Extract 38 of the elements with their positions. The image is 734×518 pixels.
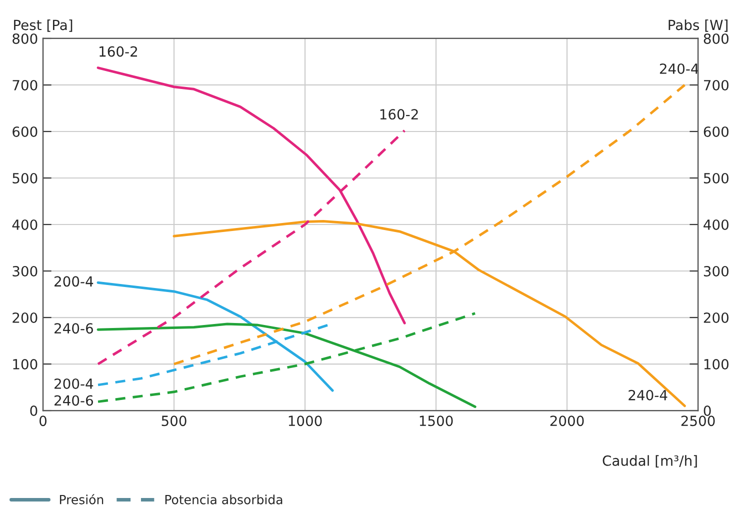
x-tick-label: 500 xyxy=(162,416,186,426)
y-tick-label: 700 xyxy=(12,80,38,90)
y2-tick-label: 300 xyxy=(704,266,728,276)
x-tick-label: 1500 xyxy=(420,416,453,426)
legend-label: Presión xyxy=(60,494,104,504)
y-tick-label: 800 xyxy=(12,33,38,44)
y-tick-label: 100 xyxy=(13,358,38,370)
y-tick-label: 400 xyxy=(12,219,38,230)
annotation: 240-6 xyxy=(54,395,93,406)
y2-tick-label: 100 xyxy=(704,358,728,370)
x-tick-label: 2500 xyxy=(681,416,715,426)
annotation: 200-4 xyxy=(54,378,94,389)
annotation: 200-4 xyxy=(54,276,94,287)
line-series xyxy=(96,281,334,392)
annotation: 160-2 xyxy=(380,109,418,120)
y2-tick-label: 400 xyxy=(704,219,728,230)
y2-tick-label: 600 xyxy=(704,126,728,137)
annotation: 240-4 xyxy=(660,63,699,74)
y-tick-label: 600 xyxy=(12,126,38,137)
annotation: 240-6 xyxy=(54,323,93,334)
y2-axis-title: Pabs [W] xyxy=(668,19,728,32)
annotation: 160-2 xyxy=(100,46,137,57)
y2-tick-label: 700 xyxy=(704,80,728,90)
y2-tick-label: 0 xyxy=(704,405,711,416)
y-tick-label: 500 xyxy=(12,172,38,184)
y-axis-title: Pest [Pa] xyxy=(14,19,72,32)
y-tick-label: 300 xyxy=(12,266,38,276)
y-tick-label: 0 xyxy=(30,405,38,416)
x-tick-label: 1000 xyxy=(288,416,322,426)
x-axis-title: Caudal [m³/h] xyxy=(602,455,697,468)
legend-label: Potencia absorbida xyxy=(165,494,282,504)
annotation: 240-4 xyxy=(628,390,668,400)
y-tick-label: 200 xyxy=(12,312,38,323)
x-tick-label: 0 xyxy=(40,416,47,426)
y2-tick-label: 800 xyxy=(704,33,728,44)
x-tick-label: 2000 xyxy=(550,416,584,426)
y2-tick-label: 500 xyxy=(704,172,728,184)
y2-tick-label: 200 xyxy=(704,312,728,323)
